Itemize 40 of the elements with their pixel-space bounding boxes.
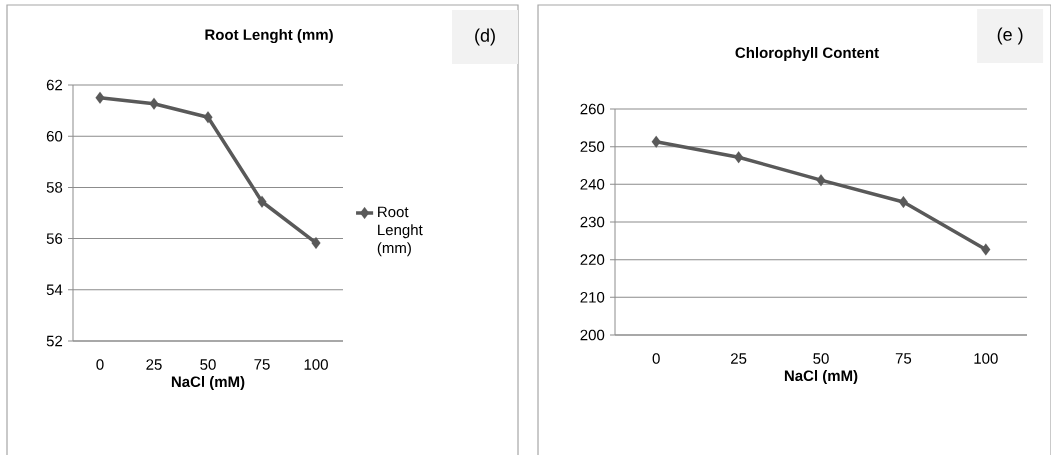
point [816, 174, 826, 187]
point [149, 97, 159, 110]
point [257, 195, 267, 208]
point [981, 243, 991, 256]
y-tick-label: 54 [46, 284, 63, 296]
x-tick-label: 25 [146, 359, 162, 370]
x-tick-label: 0 [652, 353, 660, 364]
y-tick-label: 62 [46, 79, 63, 91]
text: (e ) [997, 27, 1023, 45]
x-tick-label: 25 [731, 353, 747, 364]
legend-label: Root Lenght (mm) [377, 206, 423, 257]
x-tick-label: 100 [974, 353, 998, 364]
x-tick-label: 75 [895, 353, 912, 364]
x-tick-label: 75 [254, 359, 270, 370]
y-tick-label: 58 [46, 182, 63, 193]
point [898, 195, 908, 209]
x-tick-label: 50 [813, 353, 829, 364]
x-tick-label: 0 [96, 359, 104, 370]
point [734, 151, 744, 164]
y-tick-label: 60 [46, 130, 63, 142]
point [311, 236, 321, 250]
y-tick-label: 230 [580, 216, 605, 228]
y-tick-label: 56 [46, 233, 63, 244]
y-tick-label: 260 [580, 103, 605, 115]
x-tick-label: 100 [304, 359, 328, 370]
point [203, 111, 213, 124]
y-tick-label: 250 [580, 141, 605, 152]
y-tick-label: 210 [580, 292, 605, 303]
y-tick-label: 220 [580, 254, 605, 265]
point [95, 91, 105, 104]
text: (d) [475, 28, 495, 46]
x-axis-title: NaCl (mM) [784, 370, 858, 384]
y-tick-label: 240 [580, 179, 605, 190]
chart-title: Chlorophyll Content [735, 47, 879, 61]
x-tick-label: 50 [200, 359, 216, 370]
point [651, 135, 661, 148]
y-tick-label: 52 [46, 335, 63, 347]
x-axis-title: NaCl (mM) [171, 376, 245, 390]
chart-title: Root Lenght (mm) [205, 28, 333, 44]
y-tick-label: 200 [580, 329, 605, 341]
